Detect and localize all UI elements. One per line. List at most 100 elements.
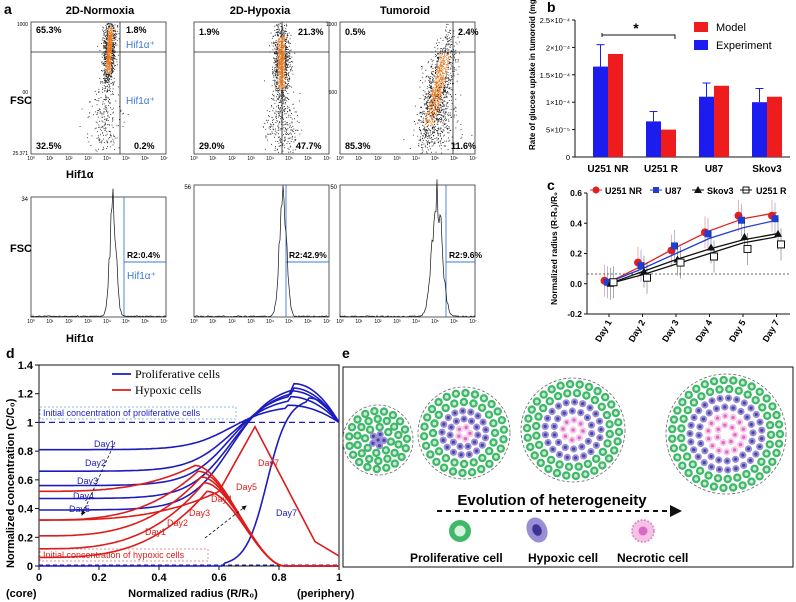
scatter-point [276, 71, 278, 72]
scatter-point [113, 31, 115, 32]
scatter-point [107, 124, 108, 126]
scatter-point [287, 93, 289, 94]
scatter-point [436, 95, 438, 96]
scatter-point [283, 54, 285, 56]
scatter-point [429, 82, 431, 83]
scatter-point [284, 99, 286, 101]
x-tick-label: 10³ [84, 156, 92, 162]
scatter-point [276, 86, 278, 87]
scatter-point [291, 61, 292, 62]
scatter-point [286, 67, 287, 68]
cell-nucleus [589, 449, 593, 454]
scatter-point [434, 54, 436, 55]
scatter-point [428, 135, 430, 137]
scatter-point [285, 30, 286, 32]
cell-nucleus [541, 392, 546, 397]
scatter-point [111, 41, 112, 43]
scatter-point [100, 141, 102, 143]
scatter-point [284, 65, 286, 67]
scatter-point [424, 146, 426, 148]
scatter-point [277, 90, 279, 91]
scatter-point [282, 84, 284, 85]
fsc-label-2: FSC [10, 243, 32, 255]
scatter-point [442, 47, 444, 49]
x-tick-label: 10⁴ [412, 156, 420, 162]
scatter-point [425, 116, 427, 117]
d-y-tick-label: 1.4 [18, 360, 34, 372]
scatter-point [424, 128, 426, 130]
scatter-point [286, 23, 287, 25]
scatter-point [112, 44, 114, 46]
scatter-point [273, 107, 274, 109]
scatter-point [437, 84, 439, 86]
scatter-point [107, 68, 109, 70]
scatter-point [450, 39, 451, 41]
scatter-point [290, 129, 292, 130]
scatter-point [116, 40, 118, 42]
scatter-point [431, 66, 432, 67]
scatter-point [282, 59, 284, 60]
scatter-point [113, 54, 114, 55]
scatter-point [278, 61, 280, 63]
scatter-point [441, 52, 443, 54]
scatter-point [291, 135, 293, 137]
scatter-point [278, 108, 280, 109]
scatter-point [284, 110, 286, 112]
scatter-point [95, 111, 97, 113]
x-tick-label: 10⁵ [431, 319, 439, 325]
scatter-point [277, 47, 279, 49]
b-bars [593, 44, 782, 158]
scatter-point [459, 52, 461, 54]
scatter-x-ticks: 10⁰ 10¹ 10² 10³ 10⁴ 10⁵ 10⁶ 10⁷ 10⁰ 10¹ 10² 10³ 10⁴ 1… [27, 156, 477, 325]
scatter-point [448, 40, 450, 41]
scatter-point [289, 110, 290, 112]
scatter-point [280, 116, 282, 117]
scatter-point [429, 97, 430, 99]
scatter-point [103, 99, 105, 100]
scatter-point [277, 148, 279, 150]
scatter-point [432, 95, 434, 96]
scatter-point [280, 101, 282, 103]
cell-nucleus [587, 385, 591, 389]
scatter-point [442, 60, 444, 62]
scatter-point [445, 26, 447, 28]
scatter-point [278, 67, 280, 69]
scatter-point [436, 71, 437, 73]
scatter-point [428, 77, 430, 78]
scatter-point [443, 89, 445, 91]
scatter-point [439, 69, 440, 71]
scatter-point [284, 108, 286, 110]
scatter-point [281, 98, 283, 99]
cell-nucleus [558, 383, 563, 388]
cell-nucleus [744, 472, 749, 476]
c-y-tick-label: -0.2 [567, 309, 582, 319]
scatter-point [435, 151, 437, 153]
scatter-point [288, 76, 290, 78]
scatter-point [112, 42, 114, 44]
cell-nucleus [442, 422, 446, 426]
c-point [743, 244, 752, 253]
scatter-point [109, 70, 111, 72]
scatter-point [445, 90, 446, 92]
scatter-point [108, 65, 110, 66]
scatter-point [281, 92, 282, 93]
scatter-point [440, 81, 442, 83]
scatter-point [110, 55, 112, 57]
scatter-point [105, 105, 107, 106]
scatter-point [442, 122, 444, 124]
scatter-point [108, 42, 110, 44]
scatter-point [279, 78, 281, 80]
scatter-point [431, 119, 433, 121]
scatter-point [448, 61, 450, 63]
scatter-point [447, 67, 449, 69]
scatter-point [453, 82, 454, 84]
scatter-point [268, 133, 270, 135]
scatter-point [450, 38, 452, 40]
scatter-point [283, 118, 284, 120]
scatter-point [438, 65, 440, 67]
scatter-point [88, 116, 90, 117]
scatter-point [109, 102, 110, 104]
cell-nucleus [552, 424, 556, 429]
scatter-point [289, 143, 291, 144]
cell-nucleus [690, 462, 695, 467]
